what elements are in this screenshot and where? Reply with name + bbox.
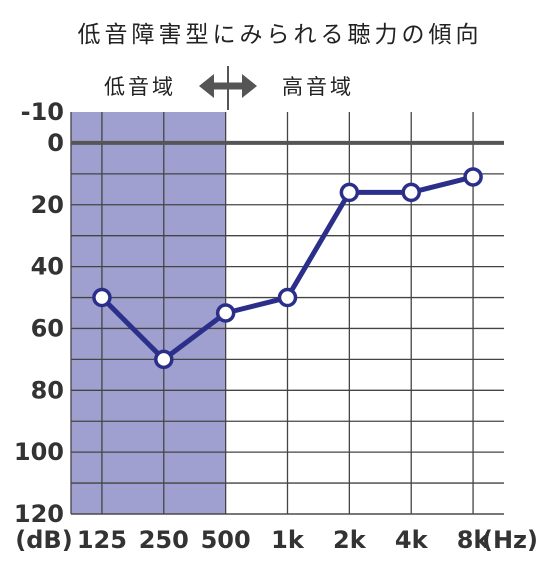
y-tick-label: 40	[31, 253, 64, 281]
y-tick-label: 120	[14, 500, 64, 528]
y-tick-label: 100	[14, 438, 64, 466]
y-tick-label: 0	[47, 129, 64, 157]
band-header: 低音域 高音域	[104, 66, 354, 110]
x-tick-label: 1k	[271, 526, 305, 554]
y-axis-unit: (dB)	[15, 526, 72, 554]
x-tick-label: 125	[77, 526, 127, 554]
data-point	[339, 182, 360, 203]
y-tick-label: 20	[31, 191, 64, 219]
x-tick-label: 500	[201, 526, 251, 554]
data-points	[92, 167, 483, 370]
data-point	[92, 287, 112, 308]
data-point	[277, 287, 298, 308]
x-tick-label: 250	[139, 526, 189, 554]
x-tick-label: 2k	[333, 526, 367, 554]
data-point	[215, 303, 236, 323]
y-tick-label: 60	[31, 314, 64, 342]
high-band-label: 高音域	[282, 75, 354, 99]
x-tick-label: 4k	[395, 526, 429, 554]
x-tick-label: 8k	[457, 526, 491, 554]
data-point	[463, 167, 483, 187]
x-axis-unit: (Hz)	[482, 526, 538, 554]
chart-title: 低音障害型にみられる聴力の傾向	[78, 22, 483, 48]
data-point	[401, 182, 421, 203]
x-axis-tick-labels: 125 250 500 1k 2k 4k 8k	[77, 526, 491, 554]
double-arrow-icon	[199, 66, 257, 110]
y-axis-tick-labels: -10 0 20 40 60 80 100 120	[14, 98, 64, 528]
y-tick-label: -10	[21, 98, 64, 126]
data-point	[154, 349, 174, 370]
grid-lines	[70, 112, 504, 515]
y-tick-label: 80	[31, 376, 64, 404]
low-band-label: 低音域	[104, 75, 176, 99]
low-frequency-shaded-region	[71, 112, 226, 514]
